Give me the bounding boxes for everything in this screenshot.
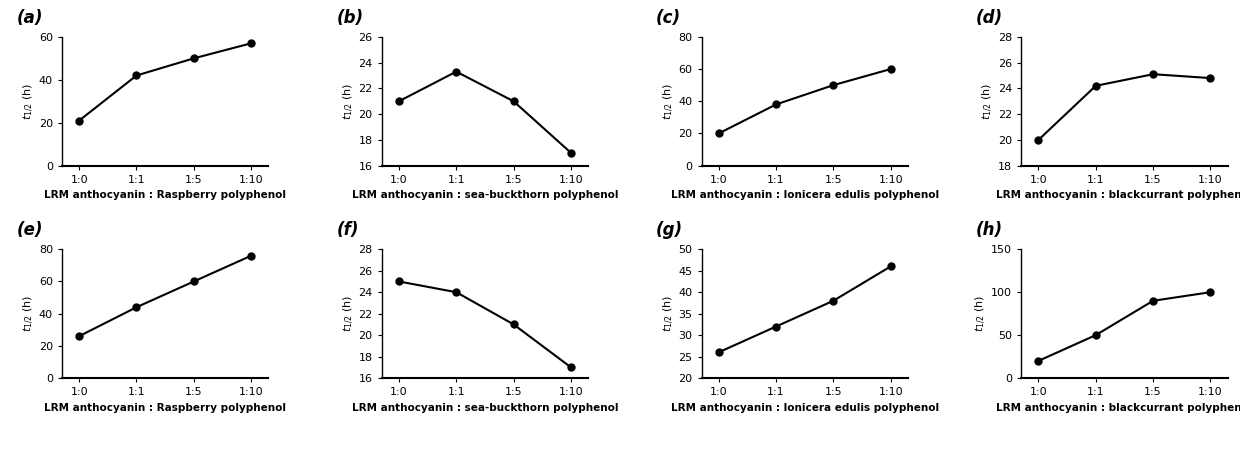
- Text: (a): (a): [16, 9, 43, 27]
- X-axis label: LRM anthocyanin : lonicera edulis polyphenol: LRM anthocyanin : lonicera edulis polyph…: [671, 190, 939, 200]
- X-axis label: LRM anthocyanin : Raspberry polyphenol: LRM anthocyanin : Raspberry polyphenol: [45, 402, 286, 413]
- Text: (g): (g): [656, 221, 683, 239]
- Text: (h): (h): [976, 221, 1003, 239]
- Y-axis label: $t_{1/2}$ (h): $t_{1/2}$ (h): [975, 295, 988, 332]
- Y-axis label: $t_{1/2}$ (h): $t_{1/2}$ (h): [341, 295, 356, 332]
- Text: (e): (e): [16, 221, 43, 239]
- X-axis label: LRM anthocyanin : sea-buckthorn polyphenol: LRM anthocyanin : sea-buckthorn polyphen…: [352, 402, 619, 413]
- Y-axis label: $t_{1/2}$ (h): $t_{1/2}$ (h): [341, 83, 356, 120]
- Text: (c): (c): [656, 9, 681, 27]
- Y-axis label: $t_{1/2}$ (h): $t_{1/2}$ (h): [22, 295, 36, 332]
- Y-axis label: $t_{1/2}$ (h): $t_{1/2}$ (h): [661, 83, 676, 120]
- Y-axis label: $t_{1/2}$ (h): $t_{1/2}$ (h): [22, 83, 36, 120]
- X-axis label: LRM anthocyanin : blackcurrant polyphenol: LRM anthocyanin : blackcurrant polypheno…: [996, 402, 1240, 413]
- Text: (b): (b): [336, 9, 363, 27]
- X-axis label: LRM anthocyanin : Raspberry polyphenol: LRM anthocyanin : Raspberry polyphenol: [45, 190, 286, 200]
- X-axis label: LRM anthocyanin : lonicera edulis polyphenol: LRM anthocyanin : lonicera edulis polyph…: [671, 402, 939, 413]
- Y-axis label: $t_{1/2}$ (h): $t_{1/2}$ (h): [661, 295, 676, 332]
- X-axis label: LRM anthocyanin : sea-buckthorn polyphenol: LRM anthocyanin : sea-buckthorn polyphen…: [352, 190, 619, 200]
- Text: (f): (f): [336, 221, 358, 239]
- X-axis label: LRM anthocyanin : blackcurrant polyphenol: LRM anthocyanin : blackcurrant polypheno…: [996, 190, 1240, 200]
- Y-axis label: $t_{1/2}$ (h): $t_{1/2}$ (h): [981, 83, 996, 120]
- Text: (d): (d): [976, 9, 1003, 27]
